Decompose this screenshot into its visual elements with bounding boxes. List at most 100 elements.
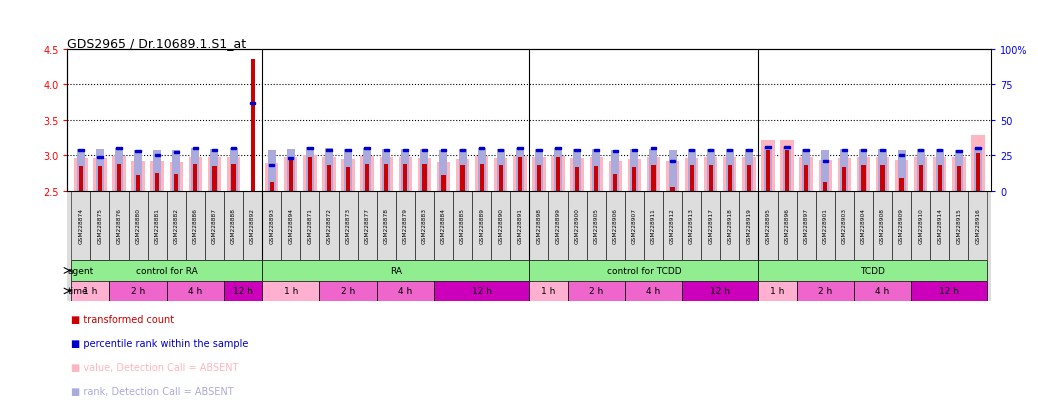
Bar — [950, 191, 968, 261]
Text: ■ rank, Detection Call = ABSENT: ■ rank, Detection Call = ABSENT — [71, 386, 234, 396]
Bar — [365, 164, 370, 191]
Bar — [437, 162, 450, 191]
Text: GSM228876: GSM228876 — [116, 208, 121, 244]
Text: control for TCDD: control for TCDD — [606, 266, 681, 275]
Bar — [625, 281, 682, 301]
Text: agent: agent — [67, 266, 93, 275]
Bar — [147, 191, 167, 261]
Bar — [728, 149, 733, 151]
Text: GSM228880: GSM228880 — [136, 208, 140, 244]
Bar — [689, 166, 693, 191]
Bar — [554, 149, 562, 191]
Bar — [322, 158, 335, 191]
Bar — [129, 191, 147, 261]
Text: GSM228905: GSM228905 — [594, 208, 599, 244]
Bar — [628, 159, 641, 191]
Bar — [968, 191, 987, 261]
Bar — [594, 149, 599, 151]
Bar — [286, 150, 295, 191]
Bar — [78, 149, 83, 151]
Bar — [326, 149, 331, 151]
Bar — [856, 158, 870, 191]
Bar — [823, 183, 827, 191]
Text: ■ percentile rank within the sample: ■ percentile rank within the sample — [71, 338, 248, 348]
Bar — [535, 150, 543, 191]
Bar — [586, 191, 606, 261]
Bar — [745, 150, 753, 191]
Bar — [592, 150, 600, 191]
Bar — [802, 150, 810, 191]
Bar — [116, 148, 121, 150]
Bar — [95, 150, 104, 191]
Bar — [230, 148, 237, 150]
Text: GSM228900: GSM228900 — [575, 208, 579, 244]
Bar — [759, 191, 777, 261]
Bar — [303, 155, 317, 191]
Bar — [532, 158, 546, 191]
Bar — [477, 149, 486, 191]
Bar — [608, 161, 622, 191]
Bar — [785, 146, 790, 148]
Bar — [728, 166, 732, 191]
Bar — [231, 164, 236, 191]
Bar — [403, 165, 407, 191]
Bar — [472, 191, 491, 261]
Bar — [647, 158, 660, 191]
Bar — [689, 149, 694, 151]
Bar — [556, 158, 561, 191]
Bar — [72, 191, 90, 261]
Bar — [835, 191, 854, 261]
Text: GSM228903: GSM228903 — [842, 208, 847, 244]
Bar — [154, 150, 161, 191]
Bar — [281, 191, 300, 261]
Bar — [720, 191, 739, 261]
Bar — [568, 281, 625, 301]
Bar — [74, 159, 87, 191]
Bar — [72, 261, 263, 281]
Bar — [919, 166, 923, 191]
Text: GSM228882: GSM228882 — [173, 208, 179, 244]
Bar — [682, 191, 701, 261]
Text: 12 h: 12 h — [234, 287, 253, 296]
Bar — [422, 165, 427, 191]
Text: 12 h: 12 h — [471, 287, 492, 296]
Text: GSM228915: GSM228915 — [956, 208, 961, 244]
Bar — [263, 261, 529, 281]
Text: GSM228886: GSM228886 — [193, 208, 198, 244]
Bar — [571, 159, 583, 191]
Bar — [611, 150, 620, 191]
Bar — [974, 149, 982, 191]
Bar — [441, 149, 446, 151]
Bar — [167, 281, 224, 301]
Bar — [364, 148, 370, 150]
Bar — [344, 150, 352, 191]
Bar — [900, 178, 904, 191]
Bar — [517, 148, 522, 150]
Bar — [937, 149, 943, 151]
Text: time: time — [67, 287, 88, 296]
Bar — [726, 150, 734, 191]
Bar — [399, 158, 412, 191]
Bar — [650, 150, 657, 191]
Bar — [933, 158, 947, 191]
Text: GSM228895: GSM228895 — [765, 208, 770, 244]
Bar — [229, 149, 238, 191]
Bar — [632, 168, 636, 191]
Bar — [420, 150, 429, 191]
Bar — [494, 159, 508, 191]
Bar — [98, 166, 102, 191]
Bar — [918, 149, 924, 151]
Text: 12 h: 12 h — [710, 287, 731, 296]
Bar — [480, 164, 484, 191]
Bar — [777, 191, 796, 261]
Bar — [491, 191, 511, 261]
Bar — [382, 150, 390, 191]
Bar — [796, 191, 816, 261]
Bar — [77, 150, 85, 191]
Text: GSM228907: GSM228907 — [632, 208, 637, 244]
Text: GSM228894: GSM228894 — [289, 208, 294, 244]
Bar — [79, 166, 83, 191]
Bar — [957, 166, 961, 191]
Bar — [224, 191, 243, 261]
Bar — [191, 149, 199, 191]
